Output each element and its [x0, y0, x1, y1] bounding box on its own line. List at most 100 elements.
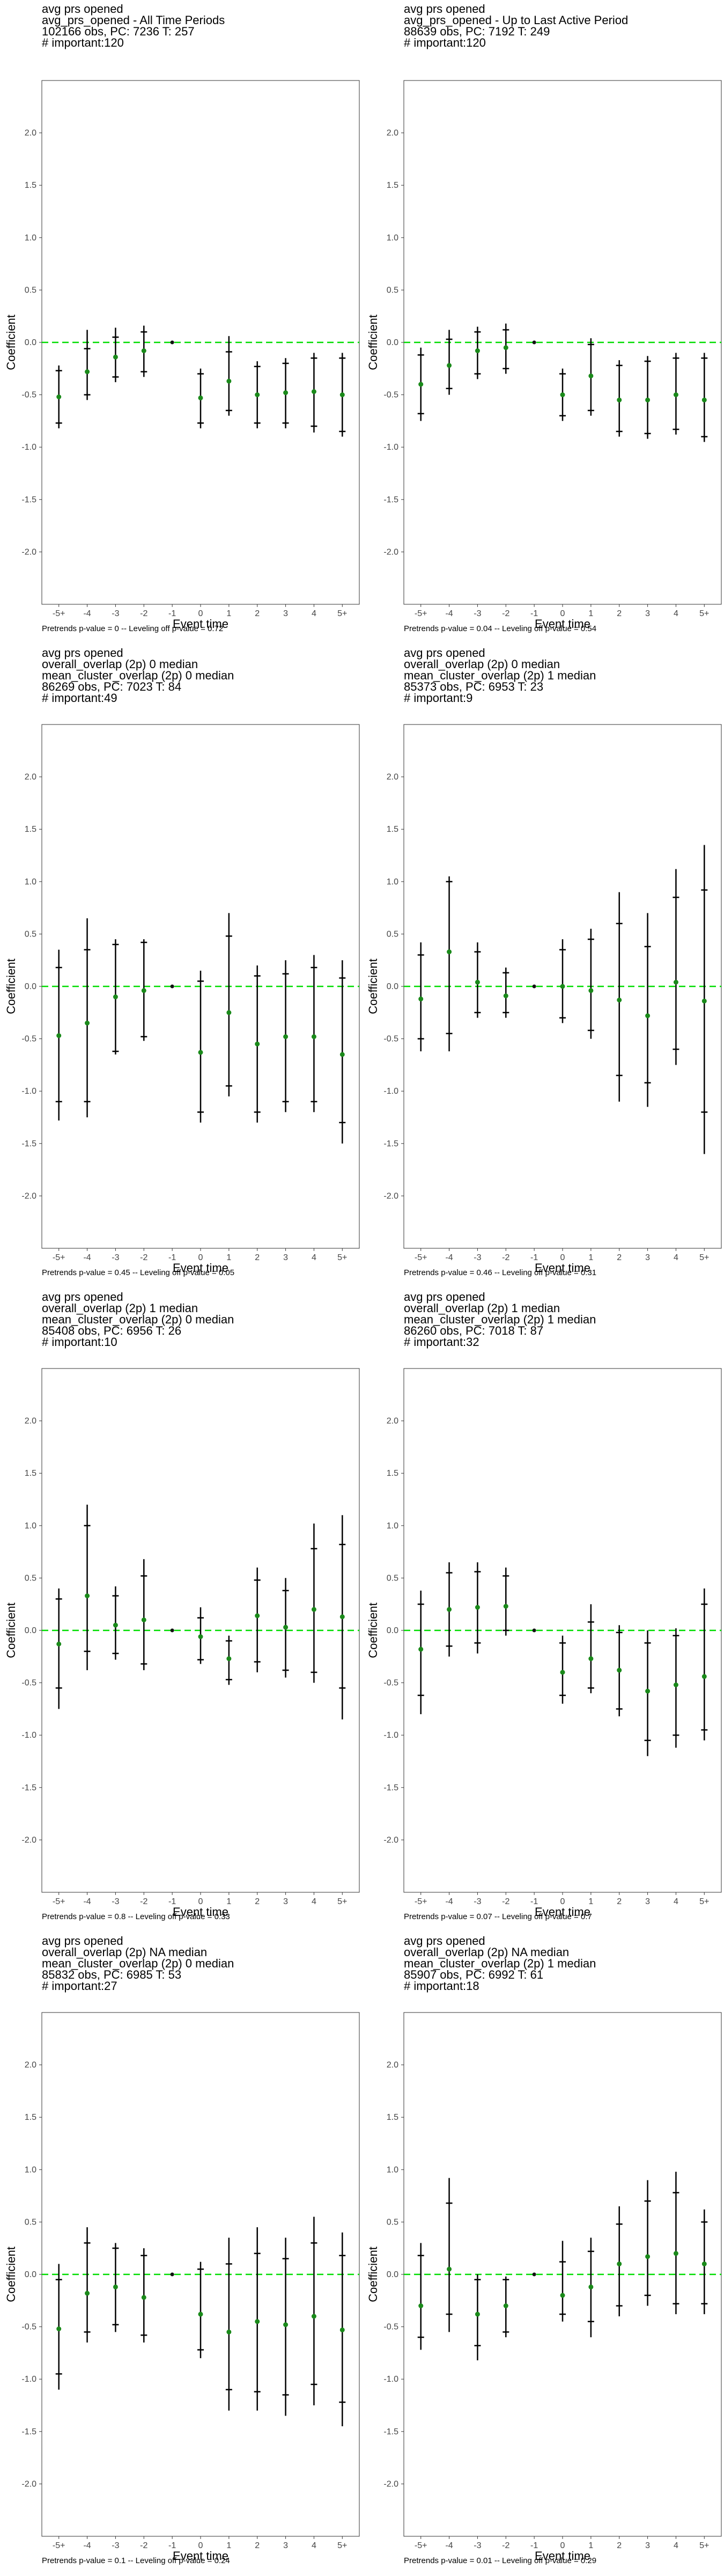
x-tick-label: 2: [255, 609, 260, 618]
x-tick-label: -1: [530, 1253, 538, 1262]
x-tick-label: -2: [140, 609, 147, 618]
coefficient-point: [532, 2272, 536, 2277]
chart-title-line: mean_cluster_overlap (2p) 1 median: [404, 1313, 596, 1326]
y-tick-label: 0.0: [25, 1626, 36, 1635]
y-axis-label: Coefficient: [366, 2246, 380, 2302]
coefficient-point: [255, 1041, 260, 1046]
x-tick-label: -1: [530, 609, 538, 618]
y-axis-label: Coefficient: [366, 958, 380, 1014]
x-tick-label: 3: [645, 1897, 650, 1906]
coefficient-point: [418, 1646, 424, 1652]
x-tick-label: -1: [168, 1253, 176, 1262]
coefficient-point: [418, 2303, 424, 2309]
x-tick-label: 0: [560, 2541, 565, 2550]
chart-title-block: avg prs opened overall_overlap (2p) NA me…: [42, 1935, 234, 1992]
chart-panel: avg prs opened overall_overlap (2p) 0 med…: [0, 644, 362, 1288]
y-tick-label: -1.0: [383, 443, 398, 452]
x-tick-label: -4: [445, 2541, 453, 2550]
x-tick-label: -5+: [415, 1253, 427, 1262]
chart-title-line: 85408 obs, PC: 6956 T: 26: [42, 1324, 182, 1337]
y-tick-label: -2.0: [21, 1835, 36, 1845]
y-tick-label: 1.0: [25, 233, 36, 243]
x-tick-label: -5+: [53, 2541, 65, 2550]
plot-area: -2.0 -1.5 -1.0 -0.5 0.0 0.5 1.0 1.5 2.0 -5+ -4 -3 -2…: [4, 80, 360, 631]
x-tick-label: -4: [83, 2541, 91, 2550]
x-tick-label: 3: [645, 609, 650, 618]
y-tick-label: 1.5: [387, 181, 398, 190]
coefficient-point: [198, 395, 203, 400]
coefficient-point: [283, 1034, 289, 1040]
y-tick-label: -1.5: [21, 1783, 36, 1792]
coefficient-point: [311, 389, 316, 394]
x-tick-label: -3: [474, 609, 481, 618]
x-axis-label: Event time: [173, 1261, 228, 1275]
x-tick-label: 4: [674, 1253, 678, 1262]
chart-panel: avg prs opened overall_overlap (2p) 1 med…: [362, 1288, 724, 1932]
plot-area: -2.0 -1.5 -1.0 -0.5 0.0 0.5 1.0 1.5 2.0 -5+ -4 -3 -2…: [4, 724, 360, 1275]
x-tick-label: 1: [226, 1897, 231, 1906]
x-axis-label: Event time: [535, 2549, 590, 2563]
y-tick-label: -1.0: [21, 1087, 36, 1096]
coefficient-point: [339, 2327, 345, 2332]
chart-title-line: overall_overlap (2p) 0 median: [404, 657, 560, 671]
y-tick-label: -1.5: [21, 495, 36, 504]
chart-panel: avg prs opened avg_prs_opened - All Time …: [0, 0, 362, 644]
x-tick-label: 3: [283, 1253, 288, 1262]
pvalue-footer: Pretrends p-value = 0.07 -- Leveling off…: [404, 1912, 592, 1921]
coefficient-point: [226, 2329, 232, 2334]
coefficient-point: [560, 1670, 565, 1675]
coefficient-point: [226, 1656, 232, 1662]
x-tick-label: 4: [674, 1897, 678, 1906]
pvalue-footer: Pretrends p-value = 0.01 -- Leveling off…: [404, 2556, 597, 2565]
x-tick-label: -2: [502, 1897, 509, 1906]
coefficient-point: [503, 2303, 508, 2309]
chart-title-line: overall_overlap (2p) 1 median: [404, 1301, 560, 1315]
chart-title-line: mean_cluster_overlap (2p) 0 median: [42, 669, 234, 682]
coefficient-point: [617, 1667, 622, 1673]
y-tick-label: -1.5: [383, 495, 398, 504]
chart-panel: avg prs opened overall_overlap (2p) 0 med…: [362, 644, 724, 1288]
chart-title-line: # important:27: [42, 1979, 117, 1993]
pvalue-footer: Pretrends p-value = 0 -- Leveling off p-…: [42, 624, 224, 633]
x-axis-label: Event time: [173, 617, 228, 631]
plot-area: -2.0 -1.5 -1.0 -0.5 0.0 0.5 1.0 1.5 2.0 -5+ -4 -3 -2…: [366, 724, 722, 1275]
y-tick-label: -2.0: [383, 2479, 398, 2489]
chart-title-line: avg prs opened: [404, 1290, 485, 1304]
x-tick-label: 4: [312, 1897, 316, 1906]
coefficient-point: [170, 340, 174, 345]
x-tick-label: -1: [168, 609, 176, 618]
y-tick-label: -1.5: [383, 1783, 398, 1792]
coefficient-point: [701, 397, 707, 402]
chart-title-line: avg prs opened: [404, 2, 485, 16]
chart-panel: avg prs opened overall_overlap (2p) NA me…: [0, 1932, 362, 2576]
chart-title-line: mean_cluster_overlap (2p) 0 median: [42, 1957, 234, 1970]
chart-title-line: 85832 obs, PC: 6985 T: 53: [42, 1968, 182, 1981]
chart-title-line: avg prs opened: [42, 1934, 123, 1948]
coefficient-point: [85, 1593, 90, 1599]
coefficient-point: [475, 348, 480, 354]
y-tick-label: 1.0: [25, 2165, 36, 2175]
x-tick-label: 5+: [337, 2541, 347, 2550]
y-tick-label: -0.5: [21, 1679, 36, 1688]
coefficient-point: [475, 1605, 480, 1610]
y-tick-label: -0.5: [383, 1035, 398, 1044]
x-axis-label: Event time: [535, 1905, 590, 1919]
x-tick-label: 1: [588, 2541, 593, 2550]
coefficient-point: [588, 988, 594, 993]
y-tick-label: 0.0: [25, 982, 36, 991]
x-tick-label: 1: [588, 609, 593, 618]
chart-title-line: avg prs opened: [42, 2, 123, 16]
x-tick-label: 2: [255, 1897, 260, 1906]
x-tick-label: -4: [83, 1253, 91, 1262]
coefficient-point: [588, 373, 594, 378]
y-tick-label: -2.0: [383, 547, 398, 557]
y-tick-label: -1.5: [21, 1139, 36, 1148]
coefficient-point: [170, 984, 174, 989]
coefficient-point: [339, 1052, 345, 1057]
chart-title-line: overall_overlap (2p) 1 median: [42, 1301, 198, 1315]
x-tick-label: 0: [560, 609, 565, 618]
y-tick-label: 0.5: [25, 930, 36, 939]
coefficient-point: [113, 2284, 118, 2289]
coefficient-point: [113, 354, 118, 360]
coefficient-point: [447, 363, 452, 368]
